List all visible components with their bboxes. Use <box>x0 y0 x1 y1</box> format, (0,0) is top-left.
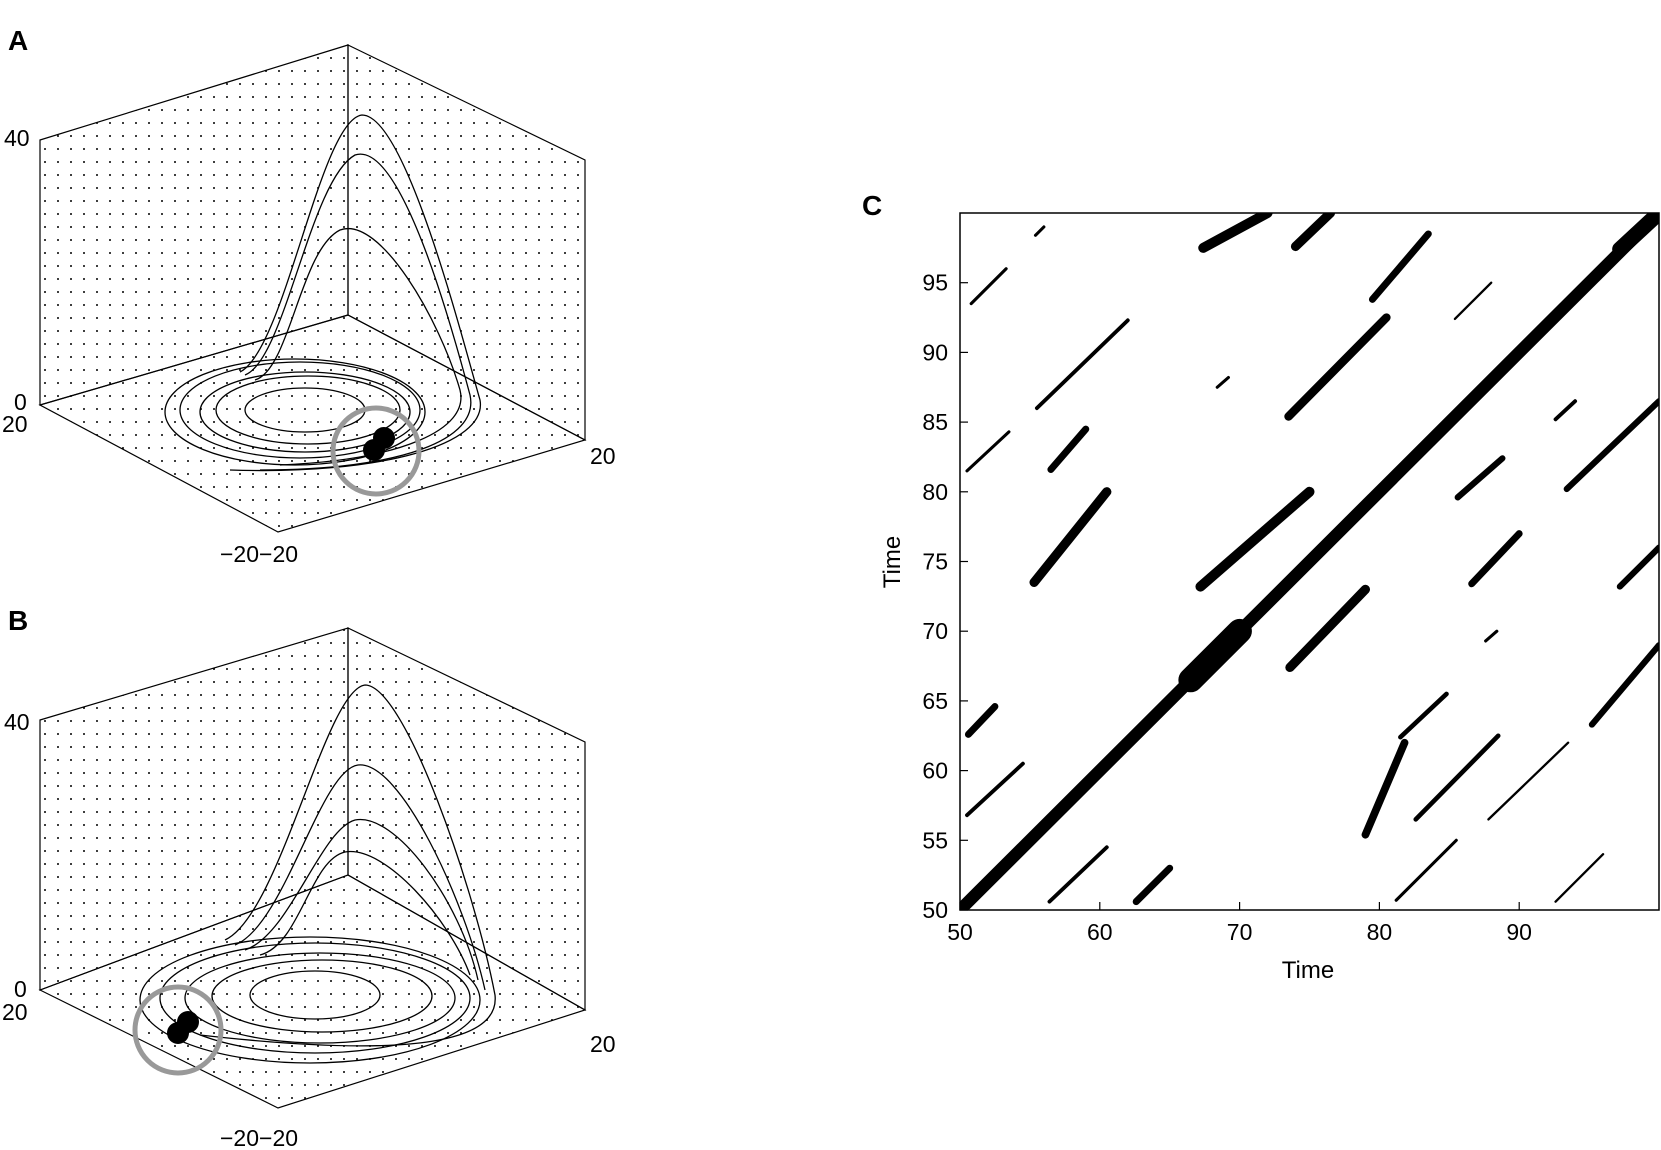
recurrence-segment-19 <box>1394 838 1458 902</box>
x-tick-label-60: 60 <box>1087 919 1113 945</box>
y-tick-label-95: 95 <box>922 270 948 296</box>
panel-a-bottom-labels: −20−20 <box>220 541 298 567</box>
recurrence-segment-34 <box>1612 213 1659 257</box>
panel-c-y-axis-label: Time <box>879 536 906 588</box>
x-tick-label-70: 70 <box>1227 919 1253 945</box>
x-tick-label-90: 90 <box>1506 919 1532 945</box>
recurrence-segment-7 <box>1029 487 1112 588</box>
panel-a-neighbor-markers <box>330 405 422 497</box>
x-tick-label-50: 50 <box>947 919 973 945</box>
recurrence-segment-20 <box>1487 741 1570 821</box>
panel-b: B 40 0 20 20 −20−20 <box>2 605 616 1150</box>
x-tick-label-80: 80 <box>1367 919 1393 945</box>
recurrence-segment-1 <box>1178 618 1252 693</box>
panel-b-bottom-labels: −20−20 <box>220 1125 298 1150</box>
recurrence-segment-23 <box>1468 530 1523 588</box>
recurrence-segment-5 <box>1284 313 1391 421</box>
panel-c-letter: C <box>862 190 882 221</box>
panel-b-right-20-label: 20 <box>590 1031 616 1057</box>
recurrence-segment-18 <box>1413 733 1501 822</box>
recurrence-segment-29 <box>1563 398 1659 493</box>
y-tick-label-60: 60 <box>922 758 948 784</box>
recurrence-segment-31 <box>1453 281 1493 321</box>
panel-c-x-axis-label: Time <box>1282 957 1334 984</box>
recurrence-segment-32 <box>1484 629 1499 643</box>
y-tick-label-85: 85 <box>922 409 948 435</box>
y-tick-label-50: 50 <box>922 897 948 923</box>
panel-b-letter: B <box>8 605 28 636</box>
panel-b-marker-2 <box>177 1011 199 1033</box>
panel-b-neighbor-markers <box>132 984 224 1076</box>
recurrence-segment-16 <box>1132 864 1174 906</box>
panel-c: C 50 60 70 80 90 50 55 60 65 70 75 80 85 90 95 Time T… <box>862 190 1660 984</box>
y-tick-label-70: 70 <box>922 618 948 644</box>
panel-a-left-20-label: 20 <box>2 411 28 437</box>
recurrence-segment-8 <box>1047 425 1090 473</box>
panel-b-walls <box>38 627 587 1109</box>
recurrence-segment-30 <box>1616 544 1659 590</box>
recurrence-segment-2 <box>1195 486 1315 592</box>
recurrence-segment-0 <box>960 213 1659 910</box>
panel-a-walls <box>38 44 587 533</box>
y-tick-label-75: 75 <box>922 549 948 575</box>
panel-a-marker-2 <box>373 427 395 449</box>
panel-b-left-20-label: 20 <box>2 999 28 1025</box>
panel-c-x-ticks: 50 60 70 80 90 <box>947 902 1532 945</box>
panel-a-letter: A <box>8 25 28 56</box>
recurrence-segment-25 <box>1361 738 1409 839</box>
panel-b-z-zero-label: 0 <box>14 976 27 1002</box>
recurrence-segment-9 <box>1034 318 1130 411</box>
y-tick-label-55: 55 <box>922 827 948 853</box>
y-tick-label-90: 90 <box>922 339 948 365</box>
recurrence-segment-6 <box>1290 213 1336 252</box>
recurrence-segment-24 <box>1454 370 1502 419</box>
recurrence-segment-11 <box>1033 225 1046 237</box>
recurrence-segment-13 <box>965 761 1025 818</box>
recurrence-segment-15 <box>1047 845 1109 904</box>
panel-a-z-zero-label: 0 <box>14 389 27 415</box>
recurrence-segment-21 <box>1554 853 1605 903</box>
panel-b-highlight-circle <box>132 984 224 1076</box>
panel-c-y-ticks: 50 55 60 65 70 75 80 85 90 95 <box>922 270 968 923</box>
recurrence-segment-33 <box>1215 375 1230 389</box>
y-tick-label-65: 65 <box>922 688 948 714</box>
recurrence-segment-12 <box>964 703 999 738</box>
recurrence-segment-17 <box>1368 230 1432 303</box>
panel-a: A 40 0 20 20 −20−20 <box>2 25 616 567</box>
panel-a-right-20-label: 20 <box>590 443 616 469</box>
recurrence-segment-22 <box>1454 455 1506 501</box>
recurrence-segment-28 <box>1553 399 1578 422</box>
panel-b-z-top-label: 40 <box>4 709 30 735</box>
recurrence-segment-14 <box>965 430 1011 473</box>
recurrence-segment-3 <box>1198 213 1273 253</box>
panel-a-z-top-label: 40 <box>4 125 30 151</box>
recurrence-segment-4 <box>1285 584 1371 673</box>
panel-c-recurrence-marks <box>960 213 1659 910</box>
recurrence-segment-10 <box>969 267 1008 306</box>
recurrence-segment-27 <box>1588 642 1659 728</box>
y-tick-label-80: 80 <box>922 479 948 505</box>
panel-b-trajectory <box>139 684 496 1064</box>
recurrence-segment-26 <box>1398 691 1449 740</box>
panel-a-highlight-circle <box>330 405 422 497</box>
